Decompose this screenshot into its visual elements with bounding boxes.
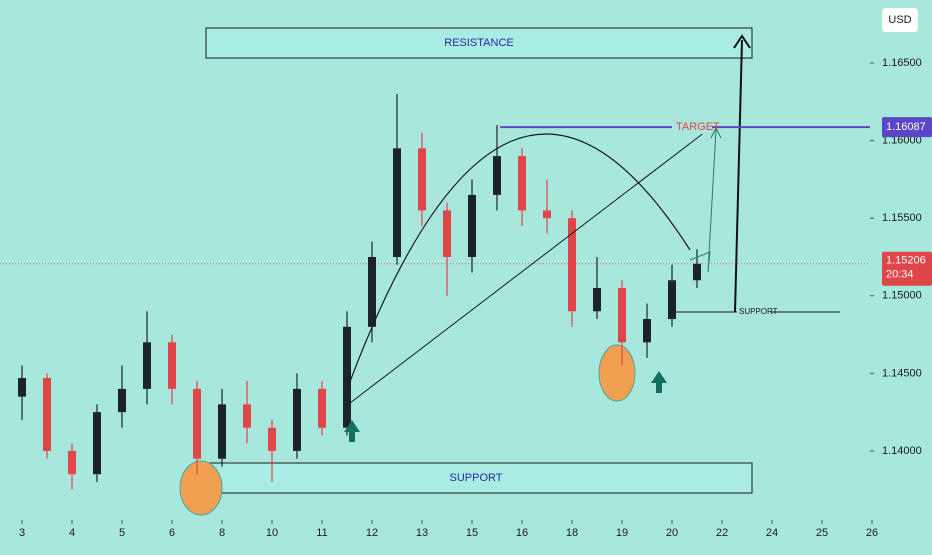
target-price-label: 1.16087 bbox=[886, 121, 926, 133]
x-tick-label: 20 bbox=[666, 527, 678, 539]
resistance-zone bbox=[205, 27, 753, 59]
resistance-label: RESISTANCE bbox=[444, 37, 513, 49]
x-tick-label: 19 bbox=[616, 527, 628, 539]
currency: USD bbox=[888, 14, 911, 26]
candle-body bbox=[668, 280, 676, 320]
y-tick-label: 1.14000 bbox=[882, 445, 922, 457]
candle-body bbox=[268, 427, 276, 451]
candle-body bbox=[118, 388, 126, 413]
up-arrow bbox=[344, 420, 360, 442]
support-zone-label: SUPPORT bbox=[450, 472, 503, 484]
target-price-box bbox=[882, 117, 932, 138]
target-label: TARGET bbox=[676, 121, 720, 133]
candle-body bbox=[243, 404, 251, 428]
target-label-bg bbox=[672, 120, 712, 135]
x-tick-label: 10 bbox=[266, 527, 278, 539]
y-tick-label: 1.16500 bbox=[882, 57, 922, 69]
candle-body bbox=[643, 319, 651, 343]
x-tick-label: 8 bbox=[219, 527, 225, 539]
candle-body bbox=[468, 194, 476, 257]
y-tick-label: 1.15000 bbox=[882, 290, 922, 302]
candle-body bbox=[18, 378, 26, 397]
candle-body bbox=[368, 256, 376, 327]
candle-body bbox=[168, 342, 176, 389]
support-line-label: SUPPORT bbox=[739, 307, 778, 316]
candle-body bbox=[43, 378, 51, 451]
candle-body bbox=[543, 210, 551, 219]
y-tick-label: 1.14500 bbox=[882, 367, 922, 379]
currency-box bbox=[882, 8, 918, 32]
candle-body bbox=[318, 388, 326, 428]
x-tick-label: 4 bbox=[69, 527, 75, 539]
x-tick-label: 5 bbox=[119, 527, 125, 539]
up-arrow bbox=[651, 371, 667, 393]
candle-body bbox=[593, 288, 601, 312]
arrow-head bbox=[733, 34, 751, 49]
x-tick-label: 18 bbox=[566, 527, 578, 539]
candle-body bbox=[443, 210, 451, 257]
candle-body bbox=[143, 342, 151, 389]
x-tick-label: 16 bbox=[516, 527, 528, 539]
trend-line bbox=[349, 131, 706, 404]
last-price-box bbox=[882, 251, 932, 286]
candle-body bbox=[293, 388, 301, 451]
x-tick-label: 24 bbox=[766, 527, 778, 539]
plot-layer bbox=[0, 94, 870, 490]
candle-body bbox=[393, 148, 401, 257]
x-tick-label: 12 bbox=[366, 527, 378, 539]
last-price-label: 1.15206 bbox=[886, 255, 926, 267]
candle-body bbox=[93, 412, 101, 475]
x-tick-label: 6 bbox=[169, 527, 175, 539]
projection-line bbox=[689, 129, 717, 273]
candle-body bbox=[618, 288, 626, 343]
highlight-circle bbox=[598, 344, 636, 402]
candle-body bbox=[493, 156, 501, 195]
candle-body bbox=[343, 326, 351, 428]
highlight-circle bbox=[179, 460, 223, 516]
countdown: 20:34 bbox=[886, 269, 914, 281]
x-tick-label: 3 bbox=[19, 527, 25, 539]
y-tick-label: 1.16000 bbox=[882, 134, 922, 146]
x-tick-label: 25 bbox=[816, 527, 828, 539]
x-tick-label: 26 bbox=[866, 527, 878, 539]
x-tick-label: 15 bbox=[466, 527, 478, 539]
label-bg bbox=[737, 305, 771, 318]
support-zone bbox=[199, 462, 753, 494]
candle-body bbox=[418, 148, 426, 211]
candle-body bbox=[218, 404, 226, 459]
candle-body bbox=[693, 263, 701, 281]
y-tick-label: 1.15500 bbox=[882, 212, 922, 224]
x-tick-label: 22 bbox=[716, 527, 728, 539]
big-arrow bbox=[734, 39, 743, 313]
candle-body bbox=[193, 388, 201, 459]
x-tick-label: 11 bbox=[316, 527, 327, 539]
x-tick-label: 13 bbox=[416, 527, 428, 539]
candle-body bbox=[518, 156, 526, 211]
candle-body bbox=[68, 450, 76, 475]
candle-body bbox=[568, 218, 576, 312]
